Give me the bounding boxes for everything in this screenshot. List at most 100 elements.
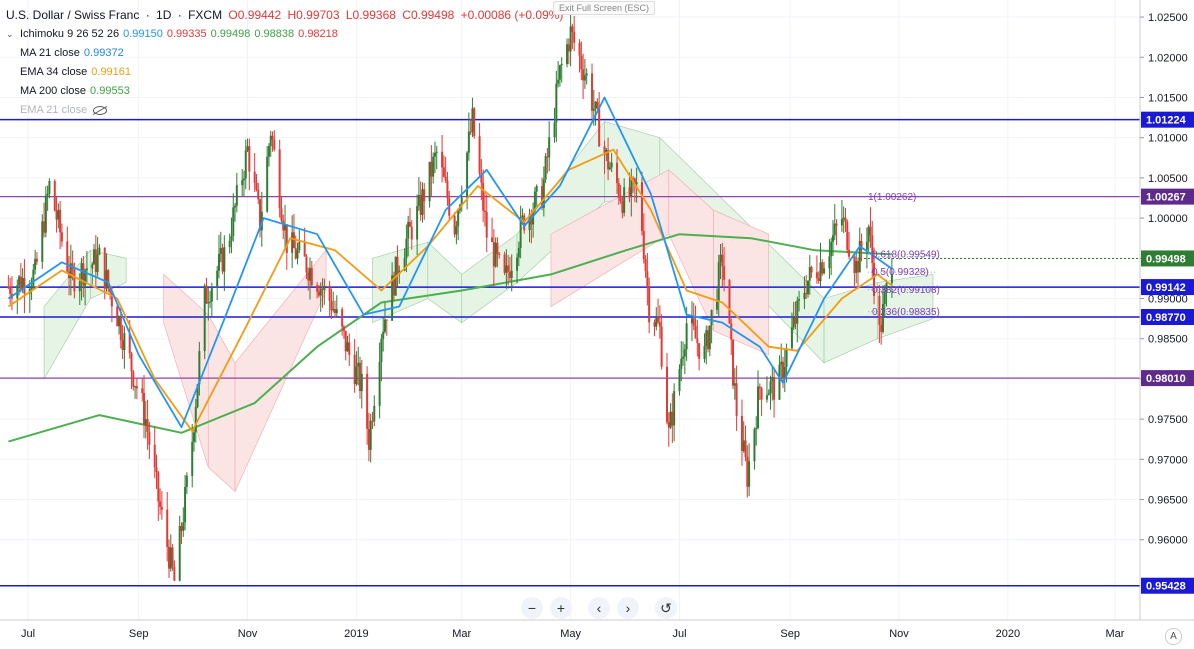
- candle-body: [835, 223, 838, 226]
- indicator-row[interactable]: ⌄ Ichimoku 9 26 52 26 0.99150 0.99335 0.9949…: [6, 25, 566, 44]
- price-tick-label: 0.99000: [1148, 294, 1188, 306]
- symbol-name[interactable]: U.S. Dollar / Swiss Franc: [6, 8, 140, 22]
- candle-body: [844, 217, 847, 222]
- candle-body: [294, 247, 297, 259]
- candle-body: [130, 353, 133, 372]
- level-price-tag: [1141, 188, 1194, 205]
- candle-body: [573, 31, 576, 43]
- interval-label[interactable]: 1D: [156, 8, 172, 22]
- candle-body: [842, 217, 845, 220]
- indicator-row[interactable]: EMA 21 close: [6, 101, 566, 120]
- candle-body: [642, 230, 645, 260]
- price-axis[interactable]: 1.02500 1.02000 1.01500 1.01000 1.00500 1.000…: [1139, 0, 1194, 649]
- ma21-line: [7, 96, 893, 429]
- candle-body: [171, 547, 174, 567]
- candle-body: [146, 419, 149, 432]
- auto-scale-button[interactable]: A: [1165, 628, 1182, 645]
- candle-body: [232, 207, 235, 237]
- candle-body: [765, 395, 768, 400]
- candle-body: [557, 79, 560, 84]
- candle-body: [21, 278, 24, 290]
- indicator-row[interactable]: MA 21 close 0.99372: [6, 44, 566, 63]
- candle-body: [867, 226, 870, 242]
- candle-body: [783, 367, 786, 378]
- zoom-out-button[interactable]: −: [521, 597, 543, 619]
- cloud-bearish-segment: [713, 209, 770, 356]
- scroll-right-button[interactable]: ›: [617, 597, 639, 619]
- candle-body: [544, 156, 547, 180]
- ohlc-open: O0.99442: [228, 8, 282, 22]
- candle-body: [134, 386, 137, 388]
- level-price-tag: [1141, 308, 1194, 325]
- candle-body: [230, 236, 233, 241]
- candle-body: [383, 319, 386, 332]
- candle-body: [560, 64, 563, 66]
- candle-body: [833, 223, 836, 236]
- candle-body: [583, 75, 586, 81]
- candle-body: [473, 108, 476, 137]
- candle-body: [209, 301, 212, 303]
- candle-body: [109, 286, 112, 293]
- candle-body: [157, 472, 160, 502]
- time-tick-label: 2019: [344, 628, 368, 640]
- candle-body: [608, 167, 611, 170]
- candle-body: [740, 415, 743, 451]
- candle-body: [503, 254, 506, 273]
- candle-body: [298, 241, 301, 251]
- candle-body: [419, 194, 422, 215]
- candle-body: [82, 263, 85, 286]
- candle-body: [221, 247, 224, 272]
- scroll-left-button[interactable]: ‹: [588, 597, 610, 619]
- price-tick-label: 0.97500: [1148, 414, 1188, 426]
- candle-body: [421, 189, 424, 215]
- candle-body: [673, 391, 676, 426]
- candle-body: [19, 276, 22, 290]
- candle-body: [831, 235, 834, 242]
- candle-body: [358, 362, 361, 392]
- candle-body: [510, 270, 513, 278]
- candle-body: [532, 210, 535, 225]
- candle-body: [810, 267, 813, 273]
- candle-body: [798, 298, 801, 301]
- candle-body: [635, 182, 638, 185]
- indicator-row[interactable]: EMA 34 close 0.99161: [6, 63, 566, 82]
- candle-body: [860, 240, 863, 250]
- indicator-value: 0.98218: [298, 28, 338, 40]
- level-price-tag: [1141, 577, 1194, 594]
- candle-body: [255, 182, 258, 190]
- exit-fullscreen-button[interactable]: Exit Full Screen (ESC): [553, 1, 656, 15]
- candle-body: [216, 270, 219, 288]
- candle-body: [508, 271, 511, 278]
- candle-body: [305, 256, 308, 273]
- candle-body: [107, 270, 110, 287]
- hidden-eye-icon[interactable]: [93, 105, 108, 115]
- horizontal-levels[interactable]: [0, 118, 1140, 587]
- candle-body: [541, 186, 544, 208]
- candle-body: [855, 261, 858, 273]
- reset-chart-button[interactable]: ↺: [655, 597, 677, 619]
- candle-body: [205, 285, 208, 304]
- candle-body: [317, 291, 320, 296]
- candle-body: [660, 326, 663, 367]
- candle-body: [23, 278, 26, 294]
- ma200-path: [8, 233, 892, 443]
- candle-body: [246, 146, 249, 151]
- candle-body: [242, 178, 245, 181]
- candle-body: [858, 240, 861, 273]
- candle-body: [121, 340, 124, 350]
- candle-body: [423, 189, 426, 202]
- candle-body: [335, 309, 338, 314]
- candle-body: [198, 351, 201, 385]
- level-price-label: 0.95428: [1146, 581, 1186, 593]
- indicator-row[interactable]: MA 200 close 0.99553: [6, 82, 566, 101]
- candle-body: [494, 242, 497, 267]
- candle-body: [373, 405, 376, 422]
- candle-body: [705, 330, 708, 347]
- zoom-in-button[interactable]: +: [550, 597, 572, 619]
- candle-body: [648, 286, 651, 323]
- candle-body: [617, 183, 620, 198]
- time-axis[interactable]: Jul Sep Nov 2019 Mar May Jul Sep Nov 2020 Mar: [0, 619, 1194, 640]
- collapse-chevron-icon[interactable]: ⌄: [6, 29, 14, 39]
- candle-body: [796, 300, 799, 324]
